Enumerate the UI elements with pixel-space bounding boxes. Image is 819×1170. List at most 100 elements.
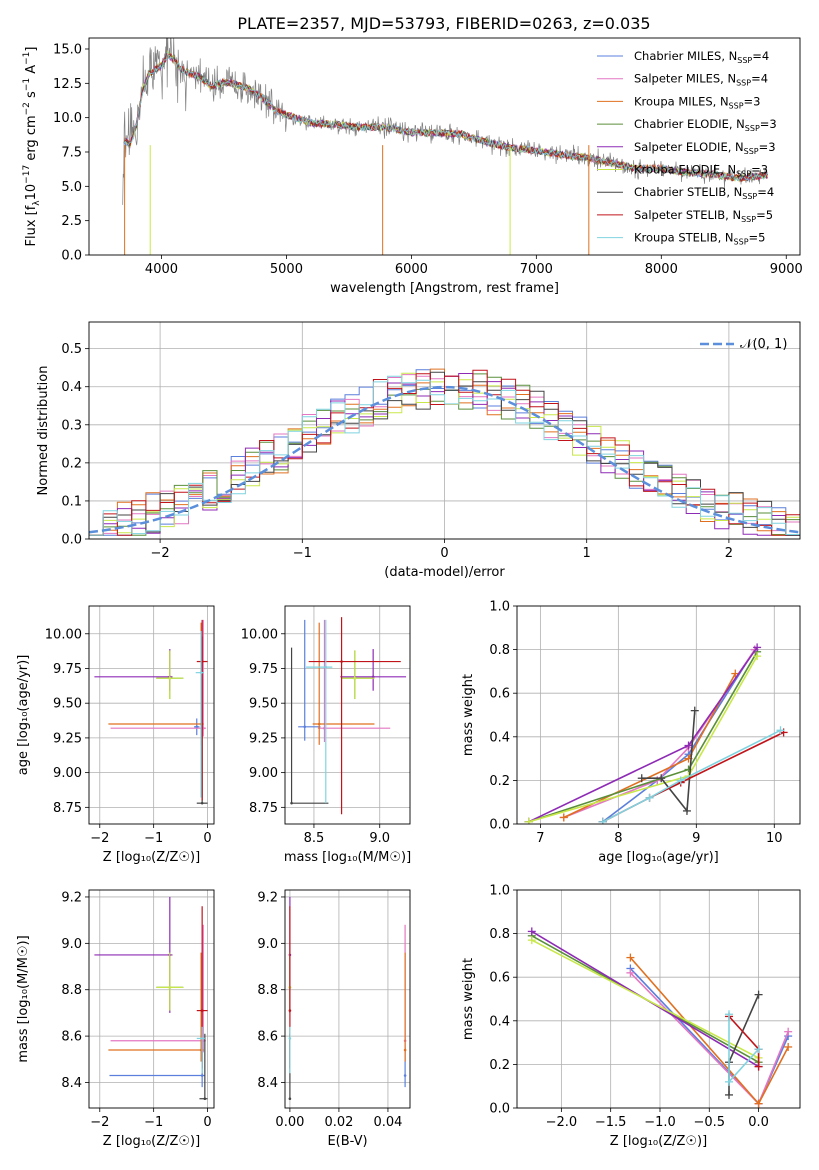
legend-sub: SSP	[736, 170, 751, 179]
legend-count: =4	[752, 49, 769, 63]
plot-area	[290, 617, 407, 815]
legend-label: Salpeter ELODIE, NSSP=3	[634, 140, 776, 156]
series-line	[602, 729, 781, 823]
residual-histogram	[89, 369, 800, 536]
data-point	[288, 1097, 292, 1101]
legend-label: Chabrier MILES, NSSP=4	[634, 49, 769, 65]
legend-label: Kroupa ELODIE, NSSP=3	[634, 163, 768, 179]
y-tick-label: 10.00	[45, 627, 82, 642]
legend-count: =5	[749, 231, 766, 245]
series-line	[531, 939, 759, 1059]
x-axis-label: (data-model)/error	[384, 565, 505, 580]
y-tick-label: 9.0	[61, 937, 82, 952]
y-tick-label: 1.0	[489, 600, 510, 615]
data-point	[195, 725, 199, 729]
observed-spectrum	[122, 38, 768, 205]
axes-frame	[516, 889, 801, 1109]
legend-label: 𝒩(0, 1)	[740, 337, 787, 352]
y-tick-label: 0.3	[61, 418, 82, 433]
legend-name: Kroupa STELIB, N	[634, 231, 734, 245]
y-tick-label: 8.75	[249, 801, 278, 816]
x-tick-label: −2	[90, 831, 109, 846]
y-axis-label: mass [log₁₀(M/M☉)]	[16, 935, 31, 1062]
legend-sub: SSP	[744, 147, 759, 156]
axes-frame	[88, 37, 801, 256]
x-tick-label: −2.0	[546, 1115, 578, 1130]
legend-name: Chabrier STELIB, N	[634, 185, 742, 199]
x-axis-label: E(B-V)	[327, 1134, 367, 1149]
y-label-part: −1	[22, 52, 32, 65]
x-tick-label: 8.5	[304, 831, 325, 846]
panel-spectrum: 4000 5000 6000 7000 8000 9000 0.0 2.5 5.0 7.5 10.0…	[22, 37, 803, 296]
y-tick-label: 9.0	[257, 937, 278, 952]
legend-name: Kroupa MILES, N	[634, 94, 729, 108]
data-point	[200, 1074, 204, 1077]
y-tick-label: 0.4	[489, 1014, 510, 1029]
legend-label: Kroupa MILES, NSSP=3	[634, 94, 760, 110]
y-tick-label: 0.6	[489, 971, 510, 986]
x-tick-label: −2	[151, 546, 170, 561]
y-tick-label: 9.50	[249, 697, 278, 712]
x-tick-label: −1.0	[644, 1115, 676, 1130]
axes-frame	[284, 889, 411, 1109]
plot-area	[89, 368, 800, 536]
legend-count: =5	[756, 208, 773, 222]
legend-name: Chabrier ELODIE, N	[634, 117, 745, 131]
y-tick-label: 0.6	[489, 687, 510, 702]
panel-mass-EBV: 0.00 0.02 0.04 8.4 8.6 8.8 9.0 9.2 E(B-V)	[257, 889, 411, 1149]
y-tick-label: 0.5	[61, 342, 82, 357]
plot-area	[122, 38, 768, 255]
series-line	[528, 646, 758, 823]
data-point	[324, 665, 328, 669]
legend-name: Salpeter STELIB, N	[634, 208, 741, 222]
legend-label: Kroupa STELIB, NSSP=5	[634, 231, 765, 247]
x-tick-label: 6000	[395, 262, 428, 277]
x-tick-label: −1.5	[595, 1115, 627, 1130]
data-point	[168, 986, 172, 989]
y-axis-label: Normed distribution	[36, 366, 51, 496]
x-tick-label: 9	[692, 831, 700, 846]
x-tick-label: 0.0	[748, 1115, 769, 1130]
y-tick-label: 9.75	[249, 662, 278, 677]
y-tick-label: 8.4	[61, 1076, 82, 1091]
panel-massweight-Z: −2.0 −1.5 −1.0 −0.5 0.0 0.0 0.2 0.4 0.6 0.8 1.0 Z […	[461, 884, 801, 1149]
data-point	[371, 675, 375, 679]
x-tick-label: 7	[536, 831, 544, 846]
data-point	[403, 1048, 407, 1052]
x-tick-label: 1	[583, 546, 591, 561]
x-tick-label: −1	[144, 831, 163, 846]
y-tick-label: 10.0	[53, 111, 82, 126]
data-point	[200, 801, 204, 805]
axes-frame	[284, 605, 411, 825]
x-tick-label: 0	[203, 831, 211, 846]
y-tick-label: 9.50	[53, 697, 82, 712]
axes-frame	[88, 605, 215, 825]
y-tick-label: 8.75	[53, 801, 82, 816]
x-axis-label: mass [log₁₀(M/M☉)]	[284, 850, 411, 865]
x-tick-label: 2	[725, 546, 733, 561]
data-point	[323, 726, 326, 730]
legend-count: =3	[759, 140, 776, 154]
y-tick-label: 0.0	[61, 249, 82, 264]
panel-massweight-age: 7 8 9 10 0.0 0.2 0.4 0.6 0.8 1.0 age [log₁₀(age/yr…	[461, 600, 801, 865]
x-tick-label: 0	[203, 1115, 211, 1130]
y-tick-label: 10.00	[241, 627, 278, 642]
y-label-part: 10	[24, 184, 39, 201]
panel-age-Z: −2 −1 0 8.75 9.00 9.25 9.50 9.75 10.00 Z [log₁₀(Z…	[16, 605, 215, 865]
legend-count: =4	[757, 185, 774, 199]
x-tick-label: 0.00	[275, 1115, 304, 1130]
y-tick-label: 0.4	[61, 380, 82, 395]
y-label-part: −17	[22, 165, 32, 184]
y-label-part: Flux [f	[24, 205, 39, 246]
legend-label: Salpeter MILES, NSSP=4	[634, 72, 768, 88]
legend-sub: SSP	[734, 238, 749, 247]
y-tick-label: 9.25	[53, 731, 82, 746]
x-tick-label: 5000	[270, 262, 303, 277]
panel-mass-Z: −2 −1 0 8.4 8.6 8.8 9.0 9.2 Z [log₁₀(Z/Z☉)] mass …	[16, 889, 215, 1149]
y-axis-label: age [log₁₀(age/yr)]	[16, 655, 31, 776]
x-tick-label: −0.5	[693, 1115, 725, 1130]
legend-sub: SSP	[745, 124, 760, 133]
plot-area	[527, 927, 793, 1108]
y-tick-label: 0.0	[61, 533, 82, 548]
